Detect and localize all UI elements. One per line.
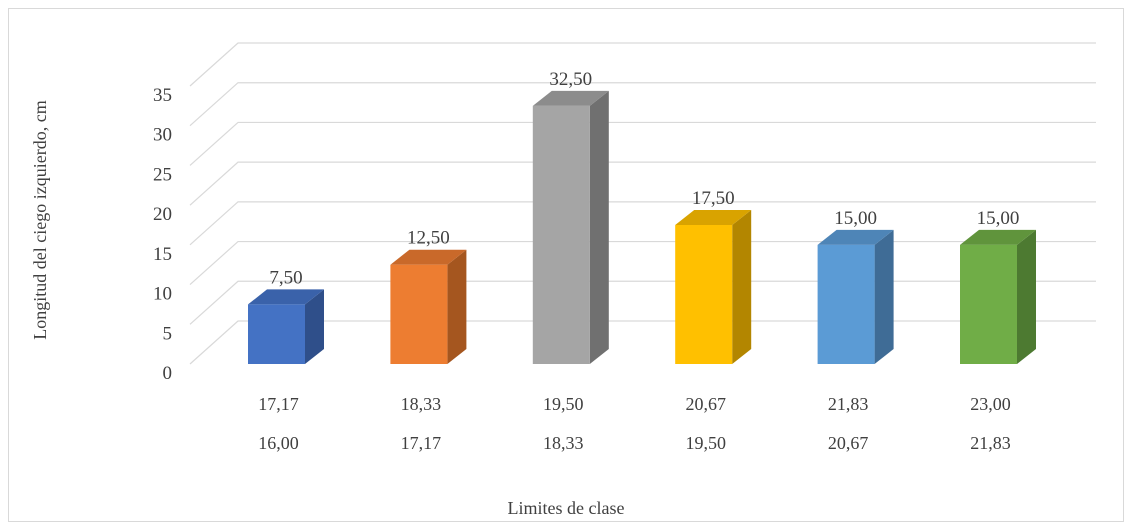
bar-side <box>589 90 609 364</box>
y-tick-label: 30 <box>153 125 172 146</box>
bars <box>248 90 1036 364</box>
y-tick-label: 10 <box>153 284 172 305</box>
bar-side <box>305 289 324 364</box>
bar <box>675 210 752 364</box>
gridlines <box>189 42 1096 365</box>
bar-top <box>248 289 324 305</box>
x-tick-upper: 23,00 <box>970 394 1011 414</box>
data-labels: 7,50 12,50 32,50 17,50 15,00 15,00 <box>269 69 1019 289</box>
data-label: 17,50 <box>692 188 735 209</box>
x-tick-lower: 20,67 <box>828 433 869 453</box>
data-label: 7,50 <box>269 267 302 288</box>
x-axis-title: Limites de clase <box>508 498 625 518</box>
x-tick-lower: 16,00 <box>258 433 299 453</box>
x-tick-lower: 17,17 <box>401 433 442 453</box>
bar <box>532 90 609 364</box>
x-tick-upper: 19,50 <box>543 394 584 414</box>
bar-top <box>532 90 609 106</box>
bar-front <box>960 244 1017 364</box>
bar-front <box>817 244 875 364</box>
bar-top <box>960 229 1036 245</box>
x-tick-upper: 17,17 <box>258 394 299 414</box>
x-tick-lower: 21,83 <box>970 433 1011 453</box>
data-label: 15,00 <box>834 208 877 229</box>
bar-side <box>1017 229 1036 364</box>
y-axis-title: Longitud del ciego izquierdo, cm <box>30 100 50 339</box>
y-tick-label: 5 <box>163 323 173 344</box>
gridline <box>189 280 1096 325</box>
gridline <box>189 82 1096 127</box>
x-tick-upper: 18,33 <box>401 394 442 414</box>
x-tick-lower: 18,33 <box>543 433 584 453</box>
gridline <box>189 42 1096 87</box>
bar <box>960 229 1036 364</box>
bar-front <box>532 105 590 364</box>
bar-front <box>248 304 305 364</box>
gridline <box>189 240 1096 286</box>
x-axis-ticks: 17,17 16,00 18,33 17,17 19,50 18,33 20,67 19,50… <box>258 394 1011 453</box>
x-tick-upper: 20,67 <box>685 394 726 414</box>
bar-top <box>675 210 752 225</box>
x-tick-upper: 21,83 <box>828 394 869 414</box>
bar <box>390 249 467 364</box>
bar-side <box>732 210 752 364</box>
y-tick-label: 35 <box>153 85 172 106</box>
gridline <box>189 161 1096 206</box>
bar-front <box>675 225 733 364</box>
bar-top <box>817 229 894 245</box>
bar-side <box>874 229 894 364</box>
gridline <box>189 320 1096 365</box>
gridline <box>189 121 1096 166</box>
bar <box>817 229 894 364</box>
y-tick-label: 20 <box>153 204 172 225</box>
bar-front <box>390 264 448 364</box>
bar <box>248 289 324 364</box>
y-tick-label: 0 <box>163 363 173 384</box>
bar-top <box>390 249 467 265</box>
x-tick-lower: 19,50 <box>685 433 726 453</box>
gridline <box>189 201 1096 246</box>
data-label: 12,50 <box>407 228 450 249</box>
data-label: 15,00 <box>977 208 1020 229</box>
y-axis-ticks: 0 5 10 15 20 25 30 35 <box>153 85 172 384</box>
data-label: 32,50 <box>549 69 592 90</box>
y-tick-label: 25 <box>153 164 172 185</box>
y-tick-label: 15 <box>153 244 172 265</box>
bar-side <box>447 249 467 364</box>
